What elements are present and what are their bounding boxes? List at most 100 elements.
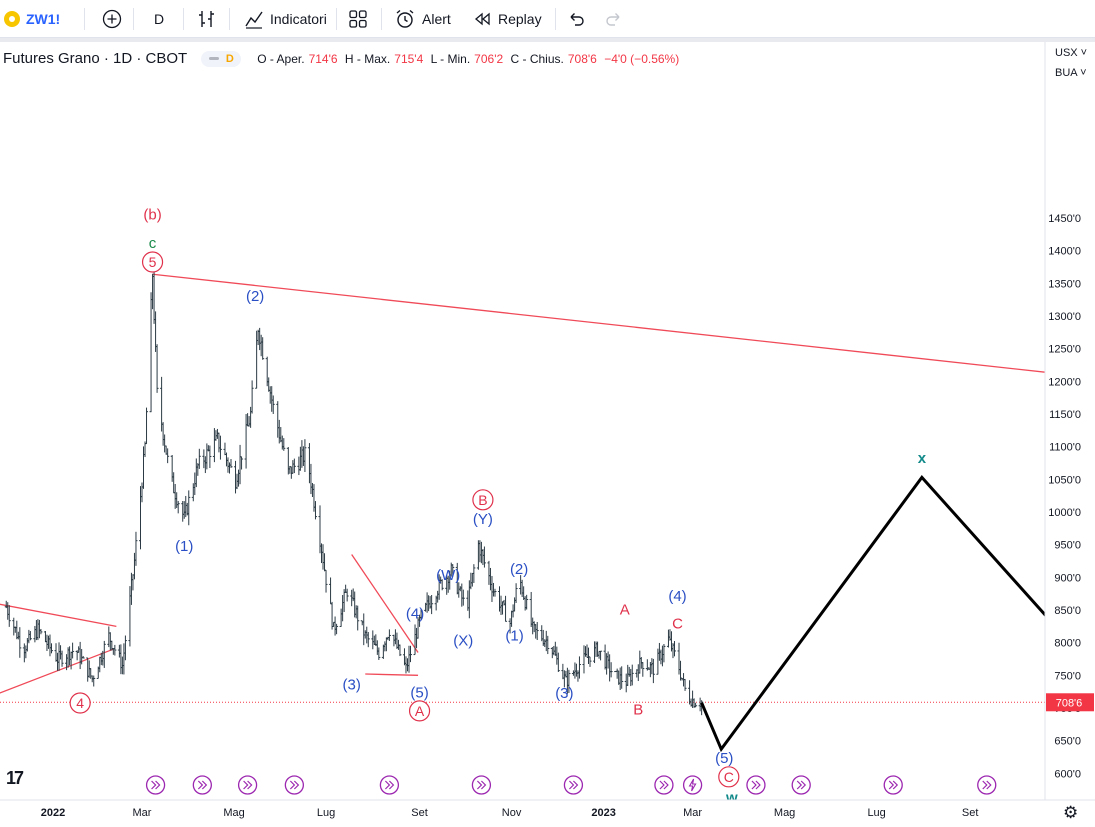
toolbar-separator-strip [0, 38, 1095, 42]
time-axis-tick-label: 2022 [41, 807, 65, 819]
wave-label: (4) [668, 588, 686, 605]
event-calendar-icon[interactable] [883, 775, 903, 795]
time-axis-tick-label: Nov [502, 807, 522, 819]
chart-legend: Futures Grano · 1D · CBOT D O - Aper. 714… [3, 50, 683, 67]
last-price-badge-label: 708'6 [1056, 697, 1083, 709]
event-calendar-icon[interactable] [746, 775, 766, 795]
price-axis-tick-label: 650'0 [1054, 736, 1081, 748]
wave-label: (4) [406, 605, 424, 622]
plus-circle-icon [102, 9, 122, 29]
trendline-upper [152, 273, 1045, 373]
price-axis-tick-label: 850'0 [1054, 605, 1081, 617]
unit-selector[interactable]: BUA ˅ [1055, 67, 1087, 79]
ohlc-bars [4, 266, 704, 716]
compare-button[interactable] [101, 6, 123, 32]
price-axis-tick-label: 1450'0 [1048, 213, 1081, 225]
bars-style-icon [199, 11, 214, 27]
currency-selector[interactable]: USX ˅ [1055, 47, 1087, 59]
price-axis-tick-label: 900'0 [1054, 572, 1081, 584]
time-axis-tick-label: Lug [867, 807, 885, 819]
event-arrow-glyph [476, 780, 487, 790]
wave-label: (3) [343, 677, 361, 694]
event-calendar-icon[interactable] [654, 775, 674, 795]
wave-label-circle [141, 251, 164, 273]
event-calendar-icon[interactable] [563, 775, 584, 795]
time-axis-tick-label: Mag [774, 807, 795, 819]
interval-badge: D [225, 52, 234, 65]
undo-button[interactable] [566, 6, 586, 32]
wave-label-circle [408, 700, 431, 722]
event-arrow-glyph [659, 780, 669, 790]
event-arrow-glyph [151, 780, 161, 790]
event-arrow-glyph [243, 780, 253, 790]
event-arrow-glyph [289, 780, 300, 790]
price-axis-tick-label: 1400'0 [1048, 246, 1081, 258]
wave-label: (W) [436, 567, 460, 584]
wave-label: (2) [246, 288, 264, 305]
settings-gear-icon[interactable]: ⚙ [1063, 803, 1079, 822]
wave-label: 4 [76, 695, 84, 711]
low-value: 706'2 [474, 51, 504, 66]
wave-label: x [918, 450, 927, 467]
wave-label: (5) [715, 750, 733, 767]
replay-label: Replay [498, 11, 542, 27]
symbol-search-button[interactable]: ZW1! [4, 6, 60, 32]
indicators-button[interactable]: Indicatori [244, 6, 327, 32]
event-marker-circle [682, 775, 703, 795]
toolbar-divider [336, 8, 337, 30]
event-lightning-glyph [688, 778, 697, 792]
low-label: L - Min. [430, 51, 471, 66]
tradingview-logo[interactable]: 17 [6, 768, 24, 788]
price-axis-tick-label: 1000'0 [1048, 507, 1081, 519]
event-calendar-icon[interactable] [192, 775, 212, 795]
event-calendar-icon[interactable] [471, 775, 492, 795]
price-axis-tick-label: 1250'0 [1048, 344, 1081, 356]
interval-button[interactable]: D [154, 6, 164, 32]
event-lightning-icon[interactable] [682, 775, 703, 795]
time-axis-tick-label: Mar [683, 807, 702, 819]
event-calendar-icon[interactable] [791, 775, 811, 795]
event-calendar-icon[interactable] [284, 775, 305, 795]
wave-label: B [633, 702, 643, 719]
wave-label: w [725, 790, 738, 807]
wave-label: 5 [149, 254, 157, 270]
redo-button[interactable] [604, 6, 624, 32]
price-axis-tick-label: 1350'0 [1048, 278, 1081, 290]
price-axis-tick-label: 750'0 [1054, 670, 1081, 682]
event-calendar-icon[interactable] [145, 775, 166, 795]
rewind-icon [474, 12, 490, 26]
toolbar-divider [133, 8, 134, 30]
wave-label: (X) [453, 632, 473, 649]
event-arrow-glyph [384, 780, 395, 790]
event-arrow-glyph [888, 780, 899, 790]
undo-icon [570, 13, 584, 26]
wave-label: (2) [510, 561, 528, 578]
high-value: 715'4 [394, 51, 424, 66]
interval-pill[interactable]: D [201, 50, 242, 67]
event-arrow-glyph [751, 780, 761, 790]
ohlc-values: O - Aper. 714'6 H - Max. 715'4 L - Min. 706… [257, 52, 683, 66]
trendline-wedge-upper [351, 554, 419, 653]
wave-label-circle [472, 489, 494, 511]
hide-legend-icon [208, 57, 219, 60]
event-calendar-icon[interactable] [977, 775, 997, 795]
event-calendar-icon[interactable] [237, 775, 258, 795]
projection-path [700, 475, 1045, 753]
chart-style-button[interactable] [197, 6, 217, 32]
event-calendar-icon[interactable] [379, 775, 400, 795]
replay-button[interactable]: Replay [472, 6, 542, 32]
wave-label-circle [718, 766, 740, 788]
alert-label: Alert [422, 11, 451, 27]
wave-label: A [415, 703, 425, 719]
change-value: −4'0 (−0.56%) [604, 51, 680, 66]
wave-label: (b) [143, 206, 161, 223]
grid-layout-icon [349, 10, 367, 28]
wave-label: B [478, 492, 487, 508]
toolbar-divider [381, 8, 382, 30]
wave-label: C [724, 769, 734, 785]
time-axis-tick-label: Lug [317, 807, 335, 819]
layout-button[interactable] [348, 6, 368, 32]
time-axis-tick-label: Set [411, 807, 428, 819]
alert-button[interactable]: Alert [394, 6, 451, 32]
